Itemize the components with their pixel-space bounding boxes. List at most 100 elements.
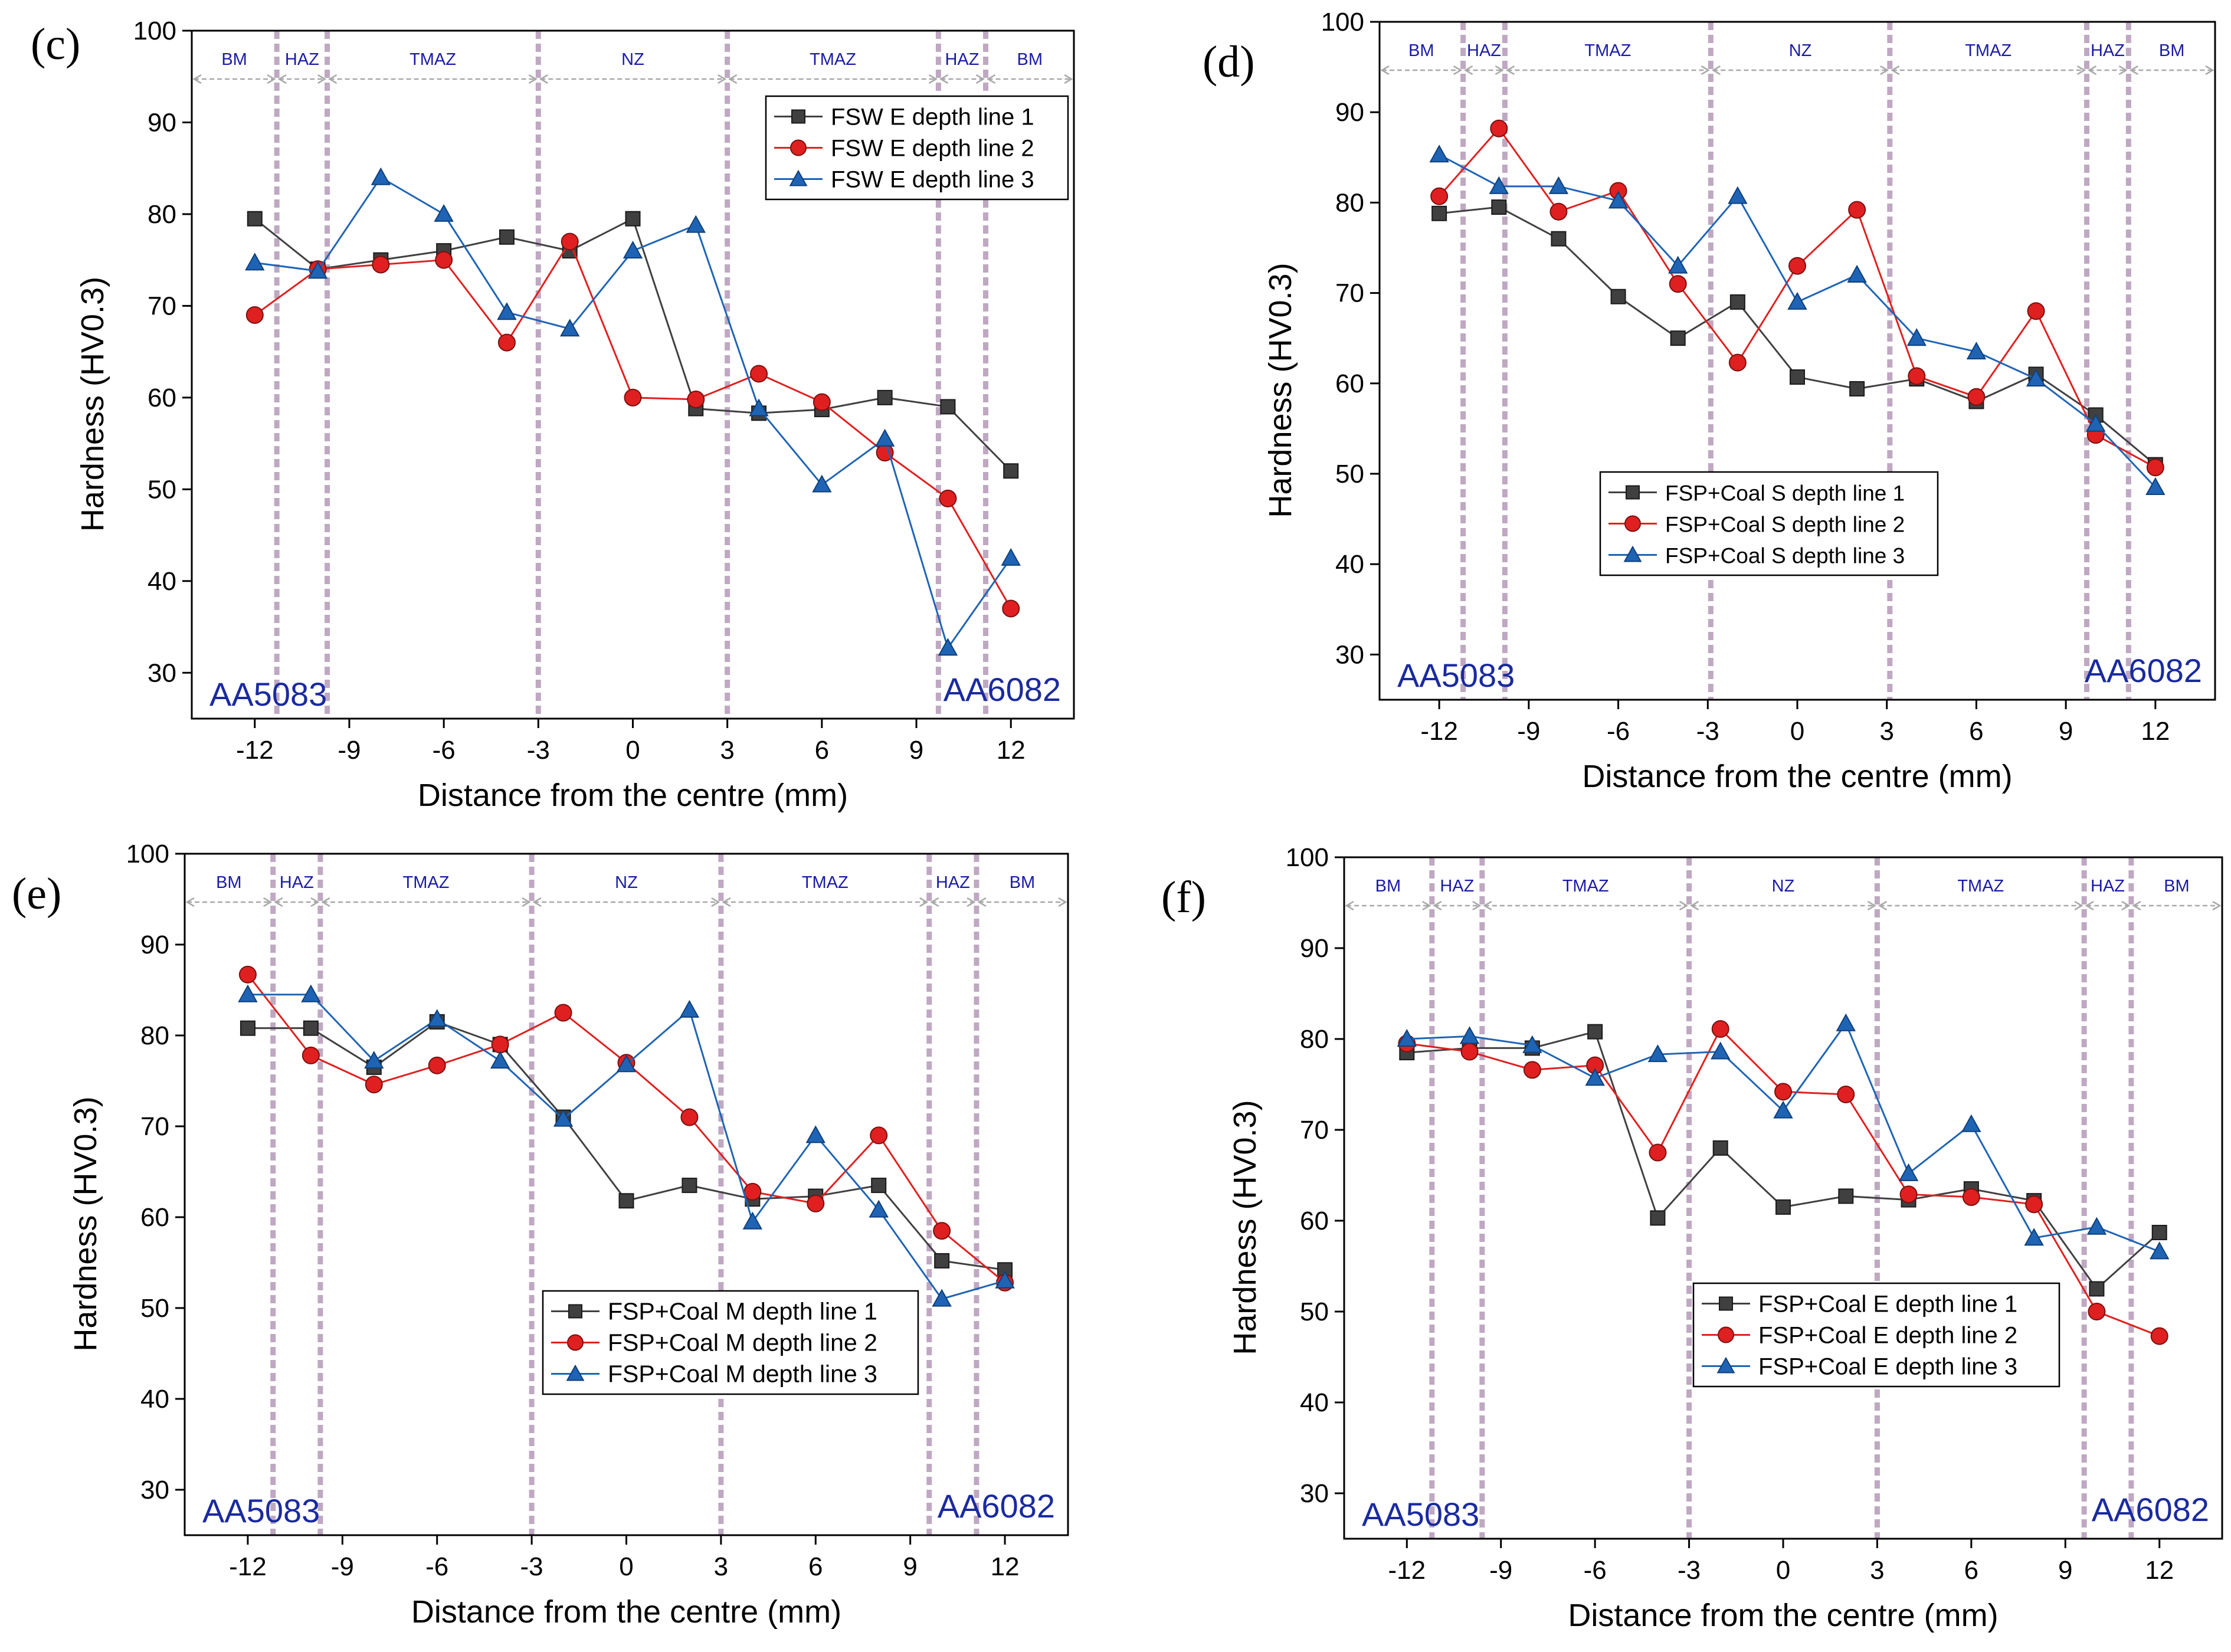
- data-point-series-2: [1848, 201, 1866, 219]
- data-point-series-3: [1906, 328, 1927, 346]
- y-tick-label: 100: [1286, 843, 1329, 872]
- x-tick-label: 9: [2059, 717, 2073, 746]
- zone-arrow-head: [2205, 65, 2214, 76]
- legend-entry: FSP+Coal E depth line 3: [1758, 1354, 2017, 1380]
- zone-label: NZ: [615, 873, 638, 892]
- zone-arrow-head: [928, 74, 938, 84]
- zone-arrow-head: [277, 74, 287, 84]
- zone-arrow-head: [1711, 65, 1721, 76]
- zone-arrow-head: [1345, 900, 1354, 911]
- x-tick-label: 0: [619, 1552, 633, 1581]
- data-point-series-3: [869, 1199, 889, 1218]
- data-point-series-3: [1647, 1044, 1668, 1063]
- data-point-series-3: [2026, 369, 2046, 387]
- zone-label: HAZ: [1440, 877, 1474, 896]
- legend-marker: [1623, 545, 1642, 562]
- panel-letter: (f): [1161, 873, 1206, 922]
- data-point-series-2: [245, 306, 264, 324]
- zone-label: HAZ: [2091, 877, 2125, 896]
- data-point-series-2: [939, 489, 957, 507]
- data-point-series-3: [1728, 186, 1748, 204]
- data-point-series-2: [1728, 353, 1747, 372]
- zone-arrow-head: [267, 74, 276, 84]
- data-point-series-3: [427, 1009, 447, 1027]
- right-material-label: AA6082: [938, 1487, 1055, 1525]
- data-point-series-2: [497, 333, 516, 352]
- legend-entry: FSP+Coal M depth line 2: [608, 1329, 877, 1356]
- data-point-series-2: [1430, 187, 1449, 205]
- data-point-series-3: [995, 1270, 1015, 1289]
- zone-label: BM: [2159, 41, 2185, 60]
- data-point-series-3: [1898, 1163, 1919, 1181]
- x-tick-label: -3: [1696, 717, 1719, 746]
- data-point-series-1: [618, 1193, 634, 1209]
- zone-arrow-head: [2118, 65, 2128, 76]
- data-point-series-3: [301, 984, 321, 1002]
- zone-arrow-head: [532, 897, 542, 907]
- x-tick-label: 9: [903, 1552, 917, 1581]
- data-point-series-2: [1962, 1188, 1980, 1206]
- data-point-series-2: [1002, 599, 1020, 618]
- data-point-series-2: [1460, 1043, 1479, 1061]
- legend-marker: [567, 1334, 584, 1351]
- y-tick-label: 60: [140, 1203, 169, 1232]
- data-point-series-2: [1788, 257, 1806, 275]
- data-point-series-1: [1491, 199, 1507, 215]
- zone-arrow-head: [1064, 74, 1073, 84]
- chart-panel-d: (d) BM HAZ TMAZ NZ TMAZ HAZ BM -12 -9 -6 -3 0 3 6 9 12 30…: [1203, 8, 2216, 794]
- data-point-series-3: [2086, 414, 2106, 432]
- data-point-series-3: [497, 302, 517, 320]
- data-point-series-3: [623, 241, 643, 259]
- data-point-series-1: [1729, 294, 1745, 310]
- legend-marker: [791, 109, 805, 124]
- x-tick-label: -6: [433, 736, 456, 765]
- data-point-series-2: [1523, 1061, 1541, 1079]
- right-material-label: AA6082: [2092, 1491, 2209, 1528]
- x-tick-label: -9: [1517, 717, 1540, 746]
- data-point-series-2: [813, 393, 831, 411]
- x-tick-label: -6: [1584, 1556, 1607, 1585]
- legend-marker: [566, 1364, 585, 1381]
- legend-entry: FSP+Coal M depth line 1: [608, 1298, 877, 1325]
- data-point-series-1: [1431, 205, 1447, 221]
- data-point-series-3: [1966, 342, 1987, 360]
- zone-label: TMAZ: [409, 50, 456, 69]
- data-point-series-2: [2150, 1327, 2168, 1345]
- zone-arrow-head: [539, 74, 548, 84]
- data-point-series-3: [1847, 264, 1867, 283]
- x-tick-label: -9: [1489, 1556, 1512, 1585]
- data-point-series-3: [1397, 1028, 1417, 1047]
- data-point-series-2: [870, 1126, 888, 1145]
- data-point-series-2: [428, 1056, 446, 1074]
- data-point-series-3: [812, 474, 832, 493]
- plot-frame: [1343, 856, 2223, 1540]
- data-point-series-1: [1775, 1199, 1791, 1215]
- data-point-series-2: [687, 390, 705, 408]
- zone-arrow-head: [310, 897, 320, 907]
- panel-letter: (d): [1203, 37, 1255, 87]
- data-point-series-2: [1490, 119, 1508, 137]
- y-tick-label: 70: [140, 1112, 169, 1141]
- data-point-series-2: [1837, 1085, 1855, 1103]
- data-point-series-1: [1838, 1188, 1854, 1204]
- y-axis-label: Hardness (HV0.3): [75, 277, 110, 532]
- data-point-series-2: [2146, 458, 2164, 477]
- data-point-series-3: [749, 398, 769, 417]
- zone-arrow-head: [1472, 900, 1482, 911]
- data-point-series-3: [1787, 291, 1807, 310]
- data-point-series-1: [1670, 330, 1686, 346]
- zone-arrow-head: [2076, 65, 2086, 76]
- data-point-series-2: [435, 251, 453, 269]
- data-point-series-3: [686, 215, 706, 233]
- series-line-2: [247, 974, 1006, 1284]
- y-tick-label: 40: [1335, 550, 1364, 579]
- y-tick-label: 80: [140, 1021, 169, 1050]
- data-point-series-2: [1549, 202, 1568, 221]
- data-point-series-2: [1899, 1185, 1918, 1204]
- data-point-series-1: [934, 1253, 950, 1268]
- data-point-series-1: [877, 389, 893, 405]
- zone-label: TMAZ: [1965, 41, 2011, 60]
- data-point-series-1: [2089, 1281, 2105, 1297]
- data-point-series-2: [365, 1076, 383, 1094]
- data-point-series-3: [679, 999, 700, 1018]
